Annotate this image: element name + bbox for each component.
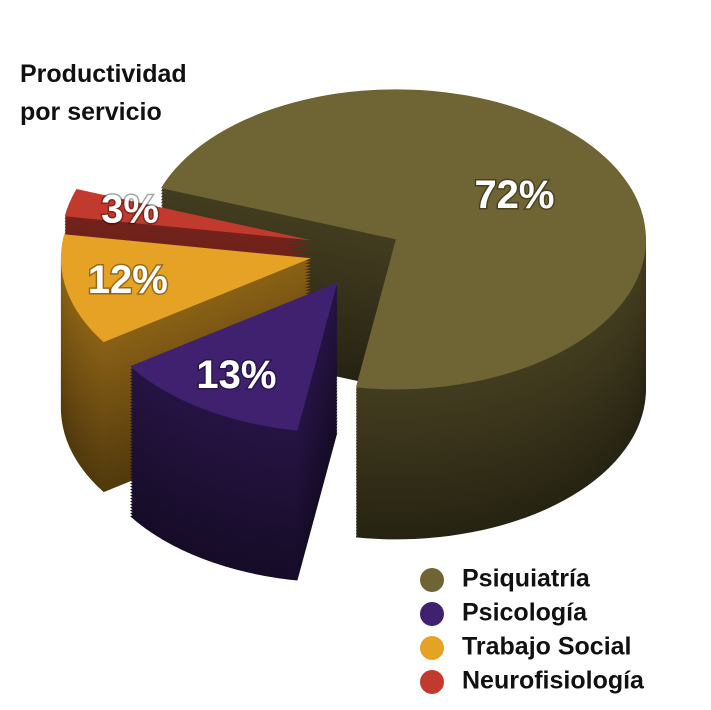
legend-swatch: [420, 636, 444, 660]
chart-title: Productividad por servicio: [20, 60, 187, 126]
slice-top: [60, 234, 311, 343]
legend-label: Neurofisiología: [462, 667, 645, 695]
data-label: 13%: [196, 353, 276, 397]
slice-top: [130, 282, 338, 431]
legend-swatch: [420, 568, 444, 592]
data-label: 72%: [474, 173, 554, 217]
pie-slice: [161, 89, 646, 540]
legend-label: Psicología: [462, 599, 588, 627]
data-label: 3%: [101, 188, 159, 232]
legend-swatch: [420, 602, 444, 626]
legend-label: Psiquiatría: [462, 565, 591, 593]
legend-swatch: [420, 670, 444, 694]
slice-top: [64, 189, 312, 241]
data-label: 12%: [88, 258, 168, 302]
slice-top: [161, 89, 646, 390]
legend-label: Trabajo Social: [462, 633, 632, 661]
pie-slice: [130, 282, 338, 581]
